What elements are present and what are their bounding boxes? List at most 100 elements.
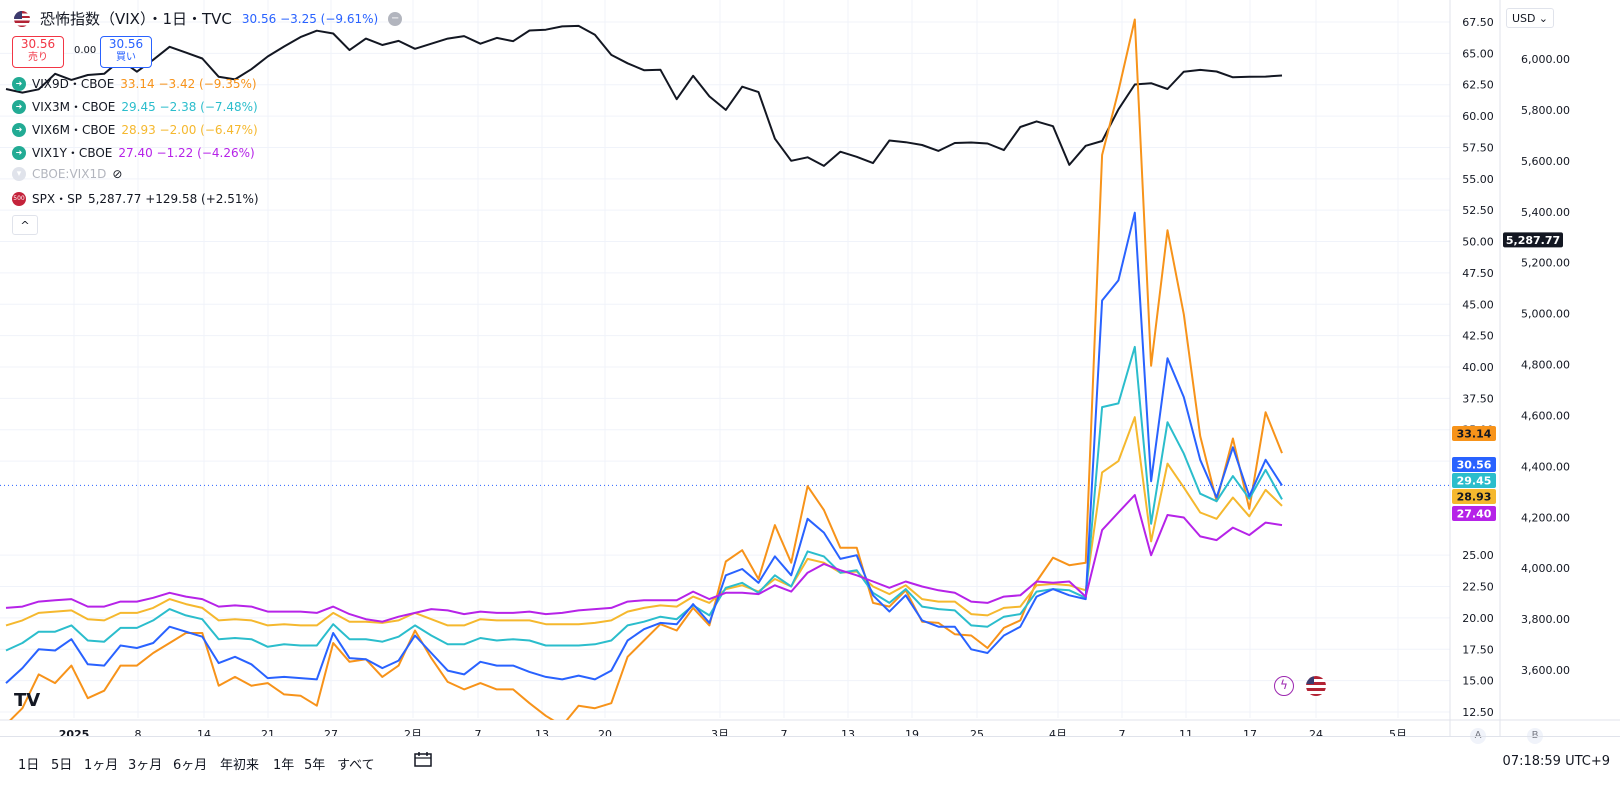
bottom-toolbar: 1日 5日 1ヶ月 3ヶ月 6ヶ月 年初来 1年 5年 すべて 07:18:59 UTC+9 [0,736,1620,788]
last-value-tag [1452,426,1496,441]
x-tick-label: 17 [1243,728,1257,736]
left-tick-label: 47.50 [1462,267,1494,280]
arrow-up-icon: ➜ [12,76,26,91]
legend-row[interactable]: 500 SPX・SP 5,287.77 +129.58 (+2.51%) [12,190,259,207]
last-value-label: 33.14 [1457,428,1492,441]
range-button[interactable]: 5年 [304,758,326,773]
range-button[interactable]: 1ヶ月 [84,758,119,773]
left-tick-label: 52.50 [1462,204,1494,217]
right-tick-label: 4,600.00 [1521,409,1570,422]
right-tick-label: 5,600.00 [1521,155,1570,168]
right-tick-label: 5,000.00 [1521,308,1570,321]
range-button[interactable]: 6ヶ月 [173,758,208,773]
range-button[interactable]: 年初来 [220,758,260,773]
us-flag-icon [14,10,30,27]
left-tick-label: 15.00 [1462,675,1494,688]
left-tick-label: 22.50 [1462,581,1494,594]
last-value-tag [1452,457,1496,472]
legend-symbol: VIX1Y・CBOE [32,146,113,160]
legend-quote: 27.40 −1.22 (−4.26%) [118,145,255,160]
right-tick-label: 6,000.00 [1521,53,1570,66]
x-tick-label: 8 [135,728,142,736]
right-tick-label: 3,800.00 [1521,613,1570,626]
legend-quote: 33.14 −3.42 (−9.35%) [120,76,257,91]
left-tick-label: 65.00 [1462,47,1494,60]
clock[interactable]: 07:18:59 UTC+9 [1502,754,1610,769]
right-tick-label: 5,800.00 [1521,104,1570,117]
x-tick-label: 11 [1179,728,1193,736]
collapse-legend-button[interactable]: ^ [12,215,38,235]
x-tick-label: 25 [970,728,984,736]
legend-row[interactable]: ➜ VIX6M・CBOE 28.93 −2.00 (−6.47%) [12,121,258,138]
last-value-label: 5,287.77 [1506,234,1560,247]
last-value-tag [1452,506,1496,521]
legend-symbol: VIX6M・CBOE [32,123,116,137]
main-quote: 30.56 −3.25 (−9.61%) [241,11,379,26]
x-tick-label: 2月 [404,728,422,736]
left-tick-label: 25.00 [1462,549,1494,562]
series-line-vix1y [5,494,1283,623]
range-button[interactable]: すべて [337,758,375,773]
last-value-labels: 33.14 30.56 29.45 28.93 27.40 5,287.77 [1452,232,1563,521]
legend-row[interactable]: ➜ VIX9D・CBOE 33.14 −3.42 (−9.35%) [12,75,257,92]
last-value-label: 28.93 [1457,491,1492,504]
currency-label: USD [1512,11,1536,25]
left-tick-label: 50.00 [1462,236,1494,249]
us-flag-icon[interactable] [1306,676,1326,696]
right-tick-label: 3,600.00 [1521,664,1570,677]
left-tick-label: 37.50 [1462,392,1494,405]
chart-grid [0,0,1620,736]
legend-row[interactable]: ➜ VIX3M・CBOE 29.45 −2.38 (−7.48%) [12,98,258,115]
right-price-axis: 6,000.00 5,800.00 5,600.00 5,400.00 5,200.00… [1521,53,1570,677]
currency-select[interactable]: USD ⌄ [1506,8,1554,28]
arrow-up-icon: ➜ [12,99,26,114]
range-button[interactable]: 1日 [18,758,40,773]
series-line-spx [5,24,1283,167]
right-tick-label: 4,800.00 [1521,359,1570,372]
x-tick-label: 7 [1119,728,1126,736]
legend-row[interactable]: ➜ VIX1Y・CBOE 27.40 −1.22 (−4.26%) [12,144,255,161]
buy-button[interactable]: 30.56 買い [100,36,152,68]
tradingview-logo: TV [14,690,41,711]
legend-symbol: CBOE:VIX1D [32,167,107,181]
range-button[interactable]: 3ヶ月 [128,758,163,773]
legend-symbol: VIX3M・CBOE [32,100,116,114]
eye-off-icon[interactable]: ⊘ [112,167,123,181]
series-lines [5,18,1283,720]
calendar-icon[interactable] [414,751,432,767]
last-value-label: 29.45 [1457,475,1492,488]
right-tick-label: 4,400.00 [1521,460,1570,473]
sell-button[interactable]: 30.56 売り [12,36,64,68]
x-tick-label: 5月 [1389,728,1407,736]
spread-value: 0.00 [74,45,97,56]
buy-label: 買い [116,52,136,63]
legend-symbol: SPX・SP [32,192,82,206]
chart-canvas[interactable]: 2025 8 14 21 27 2月 7 13 20 3月 7 13 19 25 4月 7 11 17 24 5月 6… [0,0,1620,736]
legend-row[interactable]: ▾ CBOE:VIX1D ⊘ [12,167,122,181]
right-tick-label: 4,000.00 [1521,562,1570,575]
x-tick-label: 13 [841,728,855,736]
legend-symbol: VIX9D・CBOE [32,77,115,91]
last-value-tag [1503,232,1563,248]
left-tick-label: 20.00 [1462,612,1494,625]
last-value-tag [1452,473,1496,488]
left-tick-label: 67.50 [1462,16,1494,29]
range-button[interactable]: 1年 [273,758,295,773]
chart-title[interactable]: 恐怖指数（VIX）・1日・TVC [40,10,232,28]
left-price-axis: 67.50 65.00 62.50 60.00 57.50 55.00 52.50 50.00… [1462,16,1494,719]
x-tick-label: 13 [535,728,549,736]
legend-quote: 29.45 −2.38 (−7.48%) [121,99,258,114]
last-value-label: 27.40 [1457,508,1492,521]
x-tick-label: 24 [1309,728,1323,736]
hide-series-icon[interactable]: − [388,11,403,26]
hidden-eye-icon: ▾ [12,167,26,181]
series-line-vix [5,211,1283,684]
lightning-icon[interactable]: ϟ [1274,676,1294,696]
arrow-up-icon: ➜ [12,145,26,160]
range-button[interactable]: 5日 [51,758,73,773]
left-tick-label: 42.50 [1462,330,1494,343]
last-value-tag [1452,489,1496,504]
sell-label: 売り [28,52,48,63]
legend-quote: 28.93 −2.00 (−6.47%) [121,122,258,137]
series-line-vix3m [5,345,1283,652]
